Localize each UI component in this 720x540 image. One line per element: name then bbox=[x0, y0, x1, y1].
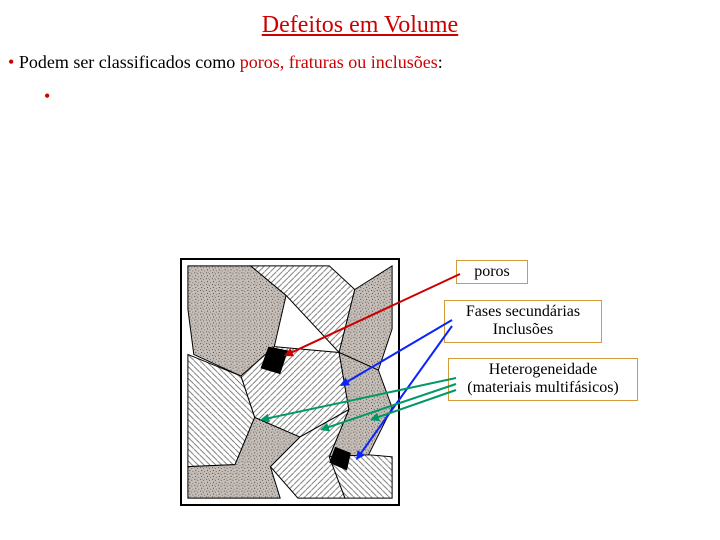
bullet1-after: : bbox=[438, 52, 443, 72]
bullet-dot-1: • bbox=[8, 52, 19, 72]
bullet1-before: Podem ser classificados como bbox=[19, 52, 240, 72]
label-hetero-line2: (materiais multifásicos) bbox=[467, 379, 619, 396]
label-heterogeneidade: Heterogeneidade (materiais multifásicos) bbox=[448, 358, 638, 401]
bullet1-red: poros, fraturas ou inclusões bbox=[240, 52, 438, 72]
bullet-line-1: • Podem ser classificados como poros, fr… bbox=[8, 52, 443, 73]
microstructure-svg bbox=[182, 260, 398, 504]
label-poros: poros bbox=[456, 260, 528, 284]
bullet-dot-2: • bbox=[44, 86, 50, 107]
page-title: Defeitos em Volume bbox=[0, 12, 720, 39]
label-poros-text: poros bbox=[474, 263, 510, 280]
label-fases-line2: Inclusões bbox=[493, 321, 553, 338]
label-hetero-line1: Heterogeneidade bbox=[489, 361, 597, 378]
microstructure-figure bbox=[180, 258, 400, 506]
label-fases-secundarias: Fases secundárias Inclusões bbox=[444, 300, 602, 343]
label-fases-line1: Fases secundárias bbox=[466, 303, 580, 320]
title-text: Defeitos em Volume bbox=[262, 12, 458, 38]
